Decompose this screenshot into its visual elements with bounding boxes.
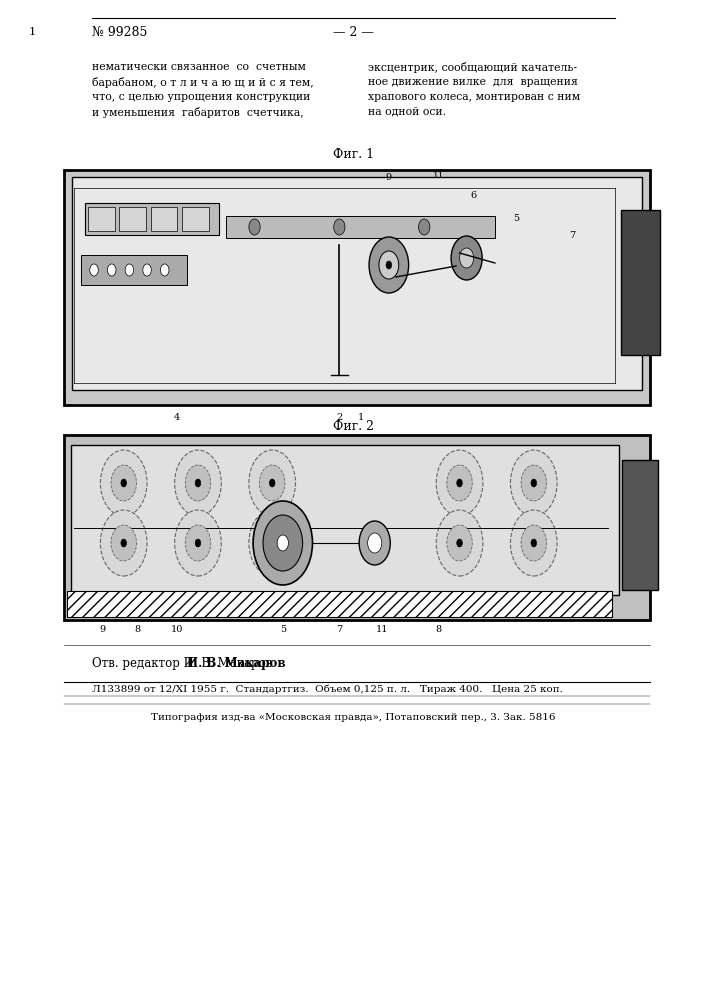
FancyBboxPatch shape — [622, 460, 658, 590]
Circle shape — [368, 533, 382, 553]
Circle shape — [195, 539, 201, 547]
Text: Фиг. 1: Фиг. 1 — [333, 148, 374, 161]
Circle shape — [436, 450, 483, 516]
Text: Фиг. 2: Фиг. 2 — [333, 420, 374, 432]
Text: Отв. редактор И. В. Макаров: Отв. редактор И. В. Макаров — [92, 656, 272, 670]
Text: 9: 9 — [386, 174, 392, 182]
FancyBboxPatch shape — [88, 207, 115, 231]
Circle shape — [249, 450, 296, 516]
Circle shape — [447, 465, 472, 501]
Circle shape — [249, 510, 296, 576]
Text: 1: 1 — [358, 414, 363, 422]
Text: И. В. Макаров: И. В. Макаров — [187, 656, 286, 670]
Text: 9: 9 — [100, 626, 105, 635]
Circle shape — [269, 479, 275, 487]
Text: 11: 11 — [433, 170, 444, 180]
Circle shape — [451, 236, 482, 280]
Text: 10: 10 — [170, 626, 183, 635]
FancyBboxPatch shape — [64, 170, 650, 405]
Text: 6: 6 — [471, 191, 477, 200]
Circle shape — [125, 264, 134, 276]
Circle shape — [100, 510, 147, 576]
FancyBboxPatch shape — [85, 203, 219, 235]
Circle shape — [369, 237, 409, 293]
Circle shape — [521, 525, 547, 561]
FancyBboxPatch shape — [119, 207, 146, 231]
Text: 2: 2 — [337, 414, 342, 422]
Circle shape — [269, 539, 275, 547]
Circle shape — [510, 510, 557, 576]
FancyBboxPatch shape — [72, 177, 642, 390]
Text: — 2 —: — 2 — — [333, 25, 374, 38]
Circle shape — [419, 219, 430, 235]
Text: № 99285: № 99285 — [92, 25, 147, 38]
Text: 7: 7 — [570, 231, 575, 240]
Circle shape — [111, 465, 136, 501]
Circle shape — [185, 465, 211, 501]
Text: 5: 5 — [280, 626, 286, 635]
Text: Типография изд-ва «Московская правда», Потаповский пер., 3. Зак. 5816: Типография изд-ва «Московская правда», П… — [151, 712, 556, 722]
Circle shape — [259, 465, 285, 501]
FancyBboxPatch shape — [151, 207, 177, 231]
Circle shape — [121, 539, 127, 547]
Circle shape — [259, 525, 285, 561]
Circle shape — [175, 510, 221, 576]
Circle shape — [531, 539, 537, 547]
Text: Л133899 от 12/XI 1955 г.  Стандартгиз.  Объем 0,125 п. л.   Тираж 400.   Цена 25: Л133899 от 12/XI 1955 г. Стандартгиз. Об… — [92, 684, 563, 694]
FancyBboxPatch shape — [621, 210, 660, 355]
FancyBboxPatch shape — [182, 207, 209, 231]
Text: 11: 11 — [375, 626, 388, 635]
Circle shape — [195, 479, 201, 487]
Circle shape — [263, 515, 303, 571]
Circle shape — [249, 219, 260, 235]
Circle shape — [521, 465, 547, 501]
Text: 8: 8 — [135, 626, 141, 635]
Text: 7: 7 — [337, 626, 342, 635]
FancyBboxPatch shape — [71, 445, 619, 595]
Circle shape — [457, 479, 462, 487]
Circle shape — [90, 264, 98, 276]
FancyBboxPatch shape — [67, 591, 612, 617]
Circle shape — [447, 525, 472, 561]
Circle shape — [457, 539, 462, 547]
FancyBboxPatch shape — [81, 255, 187, 285]
Circle shape — [253, 501, 312, 585]
Circle shape — [185, 525, 211, 561]
Circle shape — [107, 264, 116, 276]
Text: эксцентрик, сообщающий качатель-
ное движение вилке  для  вращения
храпового кол: эксцентрик, сообщающий качатель- ное дви… — [368, 62, 580, 116]
Circle shape — [160, 264, 169, 276]
Text: 8: 8 — [436, 626, 441, 635]
FancyBboxPatch shape — [64, 435, 650, 620]
Circle shape — [277, 535, 288, 551]
Circle shape — [121, 479, 127, 487]
Circle shape — [100, 450, 147, 516]
Text: нематически связанное  со  счетным
барабаном, о т л и ч а ю щ и й с я тем,
что, : нематически связанное со счетным барабан… — [92, 62, 314, 118]
Circle shape — [175, 450, 221, 516]
Circle shape — [111, 525, 136, 561]
Circle shape — [143, 264, 151, 276]
Text: 5: 5 — [513, 214, 519, 223]
Circle shape — [379, 251, 399, 279]
Circle shape — [386, 261, 392, 269]
Circle shape — [359, 521, 390, 565]
Circle shape — [436, 510, 483, 576]
Circle shape — [510, 450, 557, 516]
Text: 4: 4 — [174, 414, 180, 422]
Text: 1: 1 — [28, 27, 35, 37]
Circle shape — [460, 248, 474, 268]
Circle shape — [531, 479, 537, 487]
FancyBboxPatch shape — [226, 216, 495, 238]
Circle shape — [334, 219, 345, 235]
